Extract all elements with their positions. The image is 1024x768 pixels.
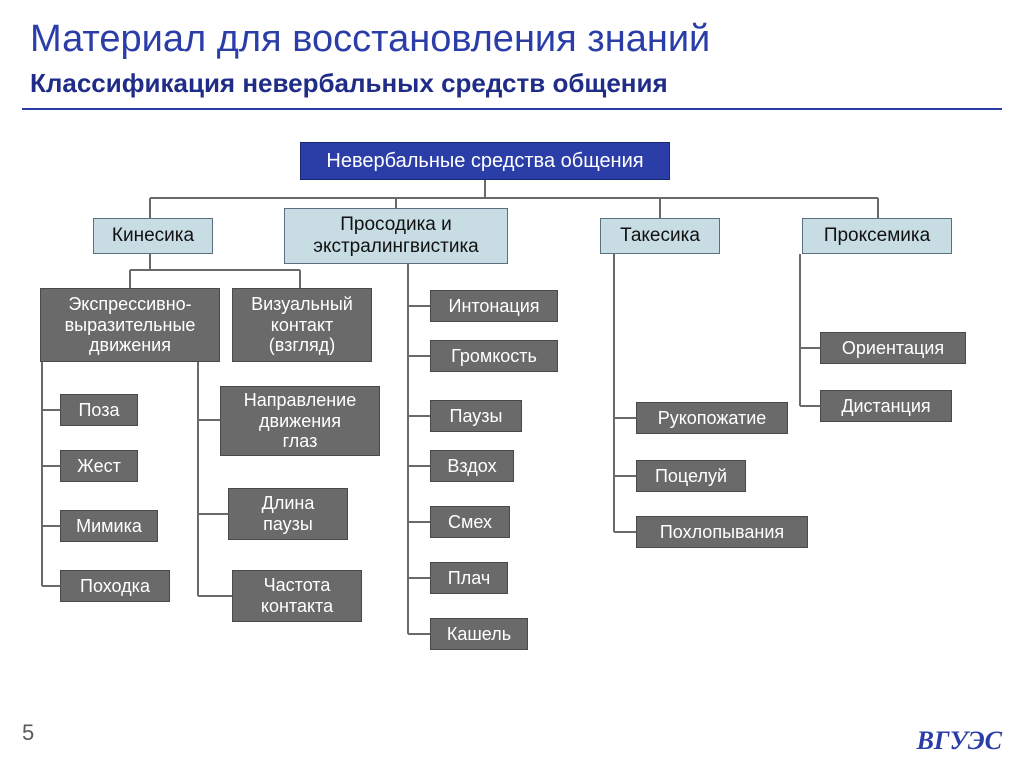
node-proksemika: Проксемика [802, 218, 952, 254]
edge-4 [408, 264, 430, 634]
connector-lines [0, 0, 1024, 768]
node-napravlenie: Направление движения глаз [220, 386, 380, 456]
node-orientaciya: Ориентация [820, 332, 966, 364]
title-divider [22, 108, 1002, 110]
node-dlina: Длина паузы [228, 488, 348, 540]
edge-2 [42, 362, 60, 586]
node-distanciya: Дистанция [820, 390, 952, 422]
node-vzdoh: Вздох [430, 450, 514, 482]
node-expr: Экспрессивно- выразительные движения [40, 288, 220, 362]
node-pohodka: Походка [60, 570, 170, 602]
node-takesika: Такесика [600, 218, 720, 254]
node-root: Невербальные средства общения [300, 142, 670, 180]
node-chastota: Частота контакта [232, 570, 362, 622]
edge-5 [614, 254, 636, 532]
node-prosodika: Просодика и экстралингвистика [284, 208, 508, 264]
edge-0 [150, 180, 878, 218]
node-poza: Поза [60, 394, 138, 426]
page-number: 5 [22, 720, 34, 746]
node-intonaciya: Интонация [430, 290, 558, 322]
node-pohlopyvaniya: Похлопывания [636, 516, 808, 548]
node-pauzy: Паузы [430, 400, 522, 432]
node-poceluy: Поцелуй [636, 460, 746, 492]
node-kashel: Кашель [430, 618, 528, 650]
edge-6 [800, 254, 820, 406]
slide-title: Материал для восстановления знаний [30, 18, 710, 61]
node-rukopozhatie: Рукопожатие [636, 402, 788, 434]
node-smeh: Смех [430, 506, 510, 538]
node-visual: Визуальный контакт (взгляд) [232, 288, 372, 362]
edge-1 [130, 254, 300, 288]
node-mimika: Мимика [60, 510, 158, 542]
node-kinesika: Кинесика [93, 218, 213, 254]
node-gromkost: Громкость [430, 340, 558, 372]
node-zhest: Жест [60, 450, 138, 482]
logo-text: ВГУЭС [917, 726, 1002, 756]
slide-subtitle: Классификация невербальных средств общен… [30, 68, 668, 99]
node-plach: Плач [430, 562, 508, 594]
